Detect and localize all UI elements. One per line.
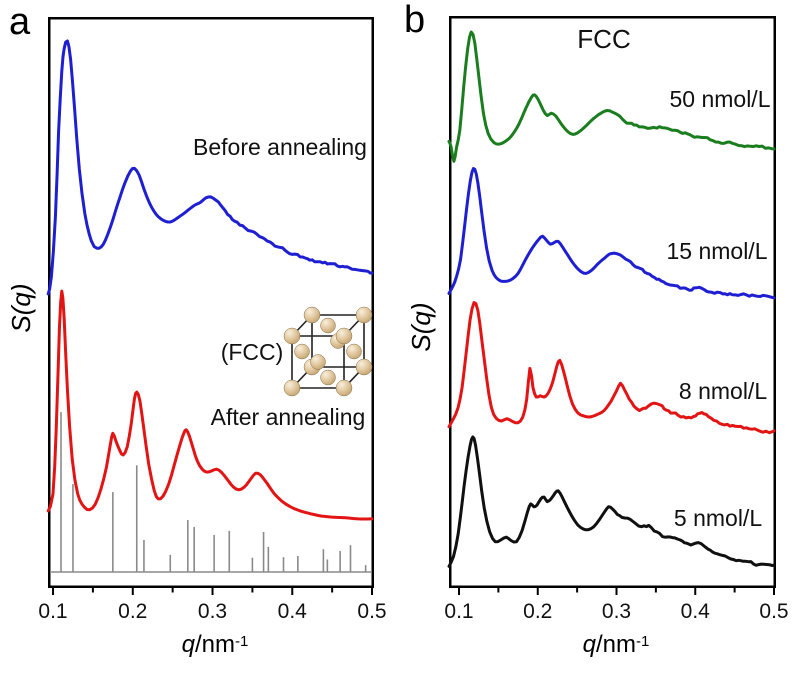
- y-axis-label-b-text: S(q): [406, 302, 436, 352]
- x-axis-label-a-variable: q: [181, 631, 195, 658]
- fcc-stick-pattern: [50, 412, 371, 573]
- x-tick-label-b-0.4: 0.4: [680, 600, 710, 623]
- x-tick-label-a-0.3: 0.3: [197, 600, 228, 623]
- x-tick-label-a-0.5: 0.5: [357, 600, 387, 623]
- panel-a-frame: [48, 17, 374, 588]
- curve-15-nmol-l: [447, 167, 776, 300]
- label-8-nmol: 8 nmol/L: [678, 378, 768, 404]
- y-axis-label-a: S(q): [6, 248, 36, 368]
- x-axis-label-b: q/nm-1: [546, 631, 686, 659]
- x-tick-label-b-0.1: 0.1: [444, 600, 474, 623]
- label-15-nmol: 15 nmol/L: [666, 238, 768, 264]
- label-fcc-parenthetical: (FCC): [220, 339, 284, 365]
- x-tick-label-b-0.2: 0.2: [523, 600, 553, 623]
- curve-before-annealing: [46, 39, 374, 296]
- curve-50-nmol-l: [447, 30, 776, 163]
- x-axis-label-b-exponent: -1: [636, 633, 650, 650]
- x-axis-label-b-unit: /nm: [596, 631, 637, 658]
- y-axis-label-a-text: S(q): [6, 283, 36, 333]
- label-before-annealing: Before annealing: [193, 134, 367, 160]
- x-tick-label-b-0.5: 0.5: [759, 600, 789, 623]
- curve-after-annealing: [46, 289, 374, 521]
- panel-b-letter: b: [404, 0, 426, 41]
- x-tick-label-a-0.2: 0.2: [118, 600, 148, 623]
- x-tick-label-b-0.3: 0.3: [601, 600, 632, 623]
- x-tick-label-a-0.4: 0.4: [277, 600, 307, 623]
- x-tick-label-a-0.1: 0.1: [38, 600, 68, 623]
- panel-a-letter: a: [9, 1, 31, 43]
- curve-8-nmol-l: [447, 301, 776, 435]
- x-axis-label-a: q/nm-1: [145, 631, 285, 659]
- label-50-nmol: 50 nmol/L: [669, 86, 771, 112]
- x-axis-label-b-variable: q: [582, 631, 596, 658]
- fcc-unit-cell-illustration: [283, 306, 373, 397]
- panel-b-title-fcc: FCC: [577, 24, 631, 54]
- x-axis-label-a-exponent: -1: [235, 633, 249, 650]
- label-5-nmol: 5 nmol/L: [673, 505, 763, 531]
- label-after-annealing: After annealing: [210, 404, 366, 430]
- curve-5-nmol-l: [447, 435, 776, 568]
- panel-b-plot: [447, 16, 776, 595]
- x-axis-label-a-unit: /nm: [195, 631, 236, 658]
- panel-b-frame: [449, 16, 776, 588]
- unit-cell-atoms: [283, 306, 373, 397]
- panel-a-plot: [46, 17, 374, 595]
- y-axis-label-b: S(q): [406, 269, 436, 385]
